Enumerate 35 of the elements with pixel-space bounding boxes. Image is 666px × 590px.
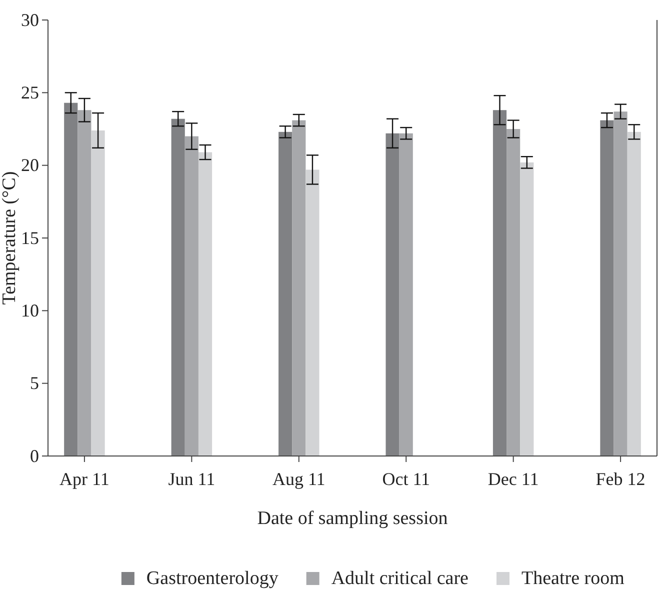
y-tick-label: 0 xyxy=(30,446,39,466)
bar xyxy=(91,130,105,456)
y-tick-label: 15 xyxy=(21,228,39,248)
bar xyxy=(184,136,198,456)
bar xyxy=(292,120,306,456)
bar xyxy=(506,129,520,456)
y-tick-label: 20 xyxy=(21,155,39,176)
y-tick-label: 10 xyxy=(21,300,39,320)
bar xyxy=(64,102,78,456)
y-tick-label: 5 xyxy=(30,373,39,394)
y-axis-title: Temperature (°C) xyxy=(0,171,20,305)
x-tick-label: Jun 11 xyxy=(168,468,216,489)
x-tick-label: Oct 11 xyxy=(382,468,430,489)
y-tick-label: 30 xyxy=(21,10,39,30)
bar xyxy=(306,170,320,456)
x-tick-label: Dec 11 xyxy=(488,468,539,489)
bar xyxy=(600,120,614,456)
legend-label: Theatre room xyxy=(521,568,625,589)
bar xyxy=(78,110,92,456)
x-tick-label: Feb 12 xyxy=(596,468,646,489)
bar xyxy=(171,118,185,456)
bar xyxy=(492,110,507,456)
legend-label: Adult critical care xyxy=(331,568,468,589)
legend-label: Gastroenterology xyxy=(146,568,279,589)
bar xyxy=(399,133,413,456)
bar xyxy=(198,152,212,456)
bar xyxy=(278,132,292,456)
bar xyxy=(520,162,534,456)
x-axis-title: Date of sampling session xyxy=(257,508,448,529)
y-tick-label: 25 xyxy=(21,82,39,102)
x-tick-label: Aug 11 xyxy=(272,468,326,489)
bar xyxy=(627,132,641,456)
x-tick-label: Apr 11 xyxy=(60,468,110,489)
bar xyxy=(614,112,628,456)
bar xyxy=(386,133,400,456)
